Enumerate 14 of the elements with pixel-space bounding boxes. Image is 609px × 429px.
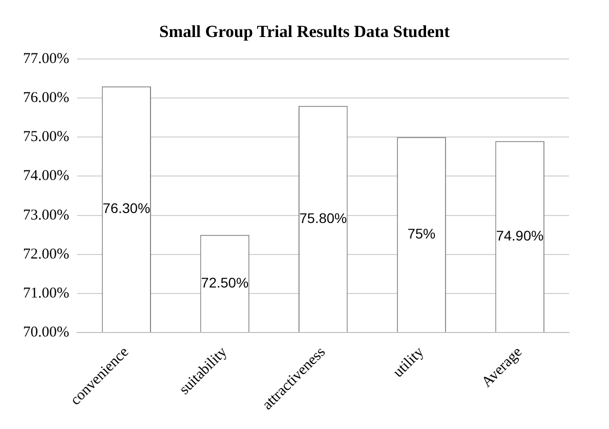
y-tick-label: 77.00% (22, 50, 70, 67)
y-tick-label: 76.00% (22, 90, 70, 106)
data-label: 72.50% (201, 274, 249, 290)
chart-title: Small Group Trial Results Data Student (158, 22, 451, 42)
data-label: 75.80% (299, 210, 347, 226)
y-tick-label: 75.00% (22, 129, 70, 146)
y-tick-label: 70.00% (22, 324, 70, 340)
data-label: 75% (407, 225, 436, 242)
y-tick-label: 71.00% (22, 285, 70, 302)
data-label: 74.90% (496, 227, 544, 244)
y-tick-label: 74.00% (22, 168, 70, 184)
data-label: 76.30% (102, 200, 150, 216)
y-tick-label: 73.00% (22, 207, 70, 224)
y-tick-label: 72.00% (22, 246, 70, 262)
